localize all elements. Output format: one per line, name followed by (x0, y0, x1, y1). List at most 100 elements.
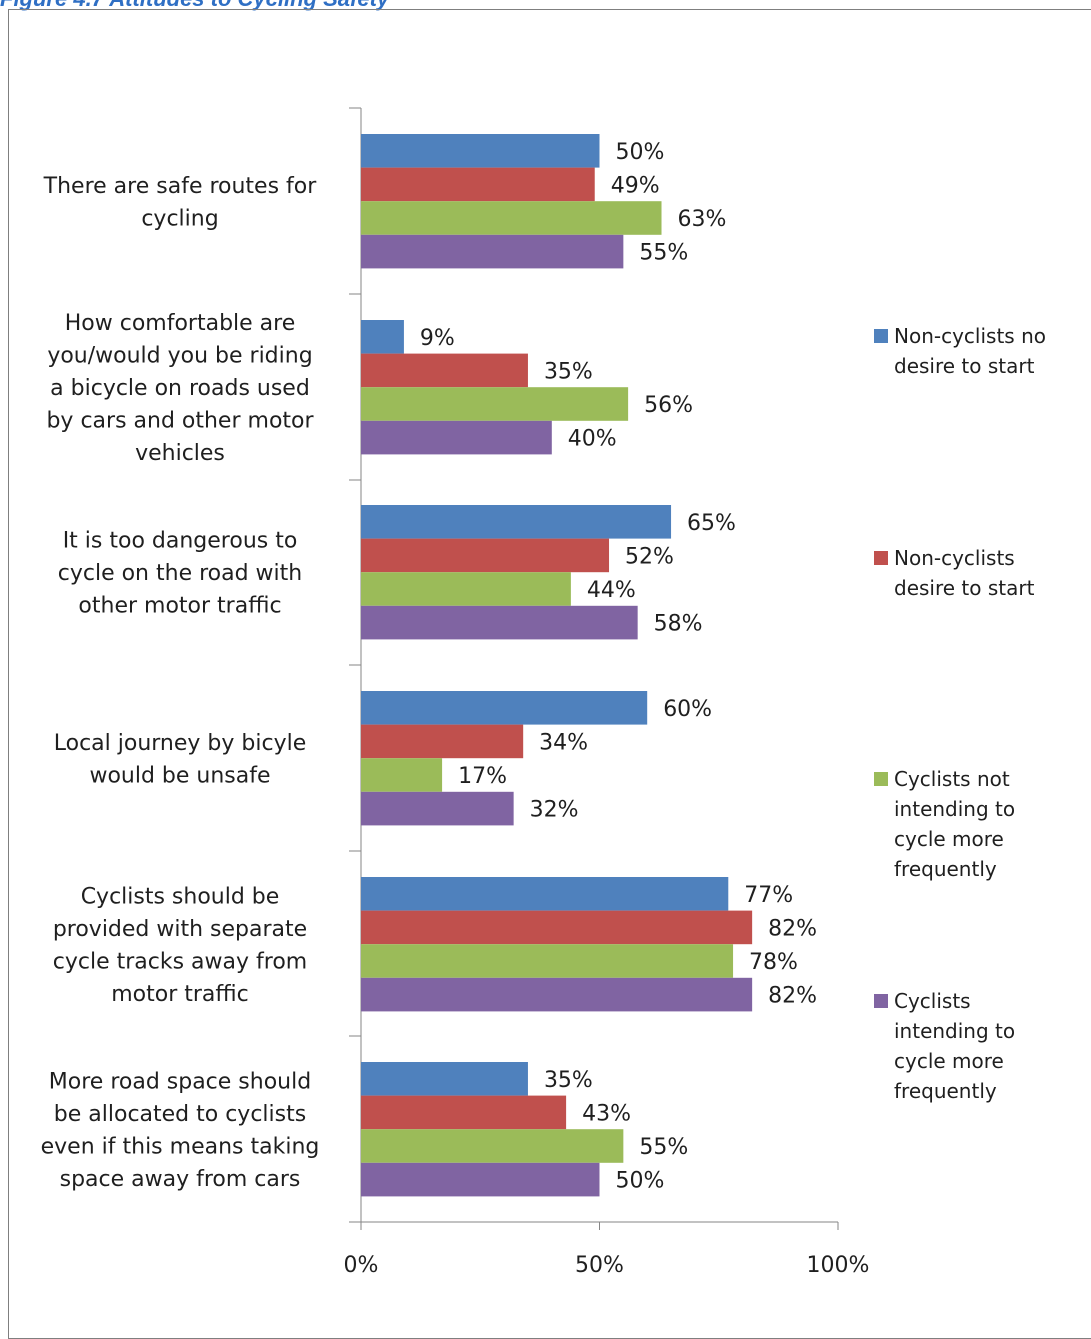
category-label-line: How comfortable are (65, 311, 296, 336)
data-label: 35% (544, 359, 593, 384)
category-label-line: More road space should (49, 1069, 311, 1094)
category-label: How comfortable are you/would you be ridi… (46, 311, 314, 466)
category-label-line: a bicycle on roads used (50, 376, 310, 401)
x-tick-labels-group: 0% 50% 100% (344, 1253, 870, 1278)
data-label: 65% (687, 511, 736, 536)
category-label-line: you/would you be riding (47, 344, 312, 369)
bar (361, 758, 443, 792)
axes (349, 107, 839, 1230)
category-label-line: cycle on the road with (58, 561, 302, 586)
bar (361, 910, 753, 945)
data-label: 52% (625, 544, 674, 569)
category-label: It is too dangerous to cycle on the road … (58, 529, 302, 619)
data-label: 77% (744, 883, 793, 908)
legend-swatch (874, 772, 888, 786)
legend-entry-line: desire to start (894, 354, 1035, 378)
figure-title: Figure 4.7 Attitudes to Cycling Safety (0, 0, 389, 12)
legend-entry-line: desire to start (894, 576, 1035, 600)
bar (361, 234, 624, 269)
data-label: 32% (530, 798, 579, 823)
bar (361, 605, 638, 640)
category-label-line: It is too dangerous to (63, 529, 298, 554)
legend-entry-line: frequently (894, 857, 997, 881)
bar (361, 572, 571, 606)
data-label: 58% (654, 612, 703, 637)
category-label-line: by cars and other motor (46, 409, 314, 434)
bar (361, 505, 672, 539)
data-labels-group: 50% 49% 63% 55% 9% 35% 56% 40% 65% 52% 44% 58% 60% 34… (420, 140, 817, 1194)
category-label: Local journey by bicyle would be unsafe (54, 731, 307, 789)
data-label: 55% (639, 1135, 688, 1160)
category-label-line: Cyclists should be (81, 884, 280, 909)
legend-entry: Cyclists intending to cycle more frequently (894, 989, 1015, 1103)
legend-swatch (874, 329, 888, 343)
legend-swatch (874, 551, 888, 565)
data-label: 35% (544, 1068, 593, 1093)
bar (361, 691, 648, 725)
x-tick-label: 0% (344, 1253, 379, 1278)
data-label: 44% (587, 578, 636, 603)
x-tick-label: 100% (807, 1253, 870, 1278)
data-label: 56% (644, 393, 693, 418)
legend-entry-line: Cyclists (894, 989, 971, 1013)
bar (361, 977, 753, 1012)
bar (361, 353, 528, 388)
data-label: 82% (768, 984, 817, 1009)
category-label: There are safe routes for cycling (43, 174, 318, 232)
legend-entry: Cyclists not intending to cycle more freque… (894, 767, 1015, 881)
category-label-line: vehicles (135, 441, 225, 466)
category-label: Cyclists should be provided with separate… (53, 884, 307, 1007)
legend-entry-line: cycle more (894, 827, 1004, 851)
category-label-line: space away from cars (60, 1167, 301, 1192)
bar (361, 201, 662, 235)
data-label: 40% (568, 427, 617, 452)
category-label-line: cycle tracks away from (53, 949, 307, 974)
category-label-line: would be unsafe (89, 763, 270, 788)
legend-swatch (874, 994, 888, 1008)
data-label: 50% (616, 1169, 665, 1194)
bar-series-group (361, 134, 753, 1197)
data-label: 43% (582, 1101, 631, 1126)
legend-entry-line: Non-cyclists no (894, 324, 1046, 348)
bar (361, 134, 600, 168)
legend-entry-line: Non-cyclists (894, 546, 1015, 570)
bar (361, 724, 524, 759)
bar (361, 1129, 624, 1163)
bar (361, 387, 629, 421)
category-label-line: motor traffic (111, 982, 249, 1007)
data-label: 9% (420, 326, 455, 351)
x-tick-label: 50% (575, 1253, 624, 1278)
bar (361, 167, 595, 202)
legend-entry: Non-cyclists no desire to start (894, 324, 1046, 378)
bar (361, 1162, 600, 1197)
bar (361, 877, 729, 911)
data-label: 49% (611, 173, 660, 198)
bar (361, 1062, 528, 1096)
category-label-line: provided with separate (53, 917, 307, 942)
legend: Non-cyclists no desire to startNon-cyclis… (874, 324, 1046, 1103)
legend-entry-line: frequently (894, 1079, 997, 1103)
category-label-line: There are safe routes for (43, 174, 318, 199)
category-label-line: even if this means taking (41, 1134, 320, 1159)
bar (361, 944, 734, 978)
legend-entry-line: intending to (894, 1019, 1015, 1043)
bar (361, 320, 404, 354)
data-label: 82% (768, 916, 817, 941)
bar (361, 420, 552, 455)
data-label: 78% (749, 950, 798, 975)
bar (361, 1095, 567, 1130)
category-label-line: cycling (141, 206, 218, 231)
data-label: 17% (458, 764, 507, 789)
legend-entry-line: Cyclists not (894, 767, 1010, 791)
data-label: 50% (616, 140, 665, 165)
bar (361, 538, 610, 573)
legend-entry: Non-cyclists desire to start (894, 546, 1035, 600)
data-label: 55% (639, 241, 688, 266)
category-label-line: be allocated to cyclists (54, 1102, 306, 1127)
data-label: 63% (678, 207, 727, 232)
category-label-line: Local journey by bicyle (54, 731, 307, 756)
data-label: 60% (663, 697, 712, 722)
category-label-line: other motor traffic (78, 594, 281, 619)
data-label: 34% (539, 730, 588, 755)
